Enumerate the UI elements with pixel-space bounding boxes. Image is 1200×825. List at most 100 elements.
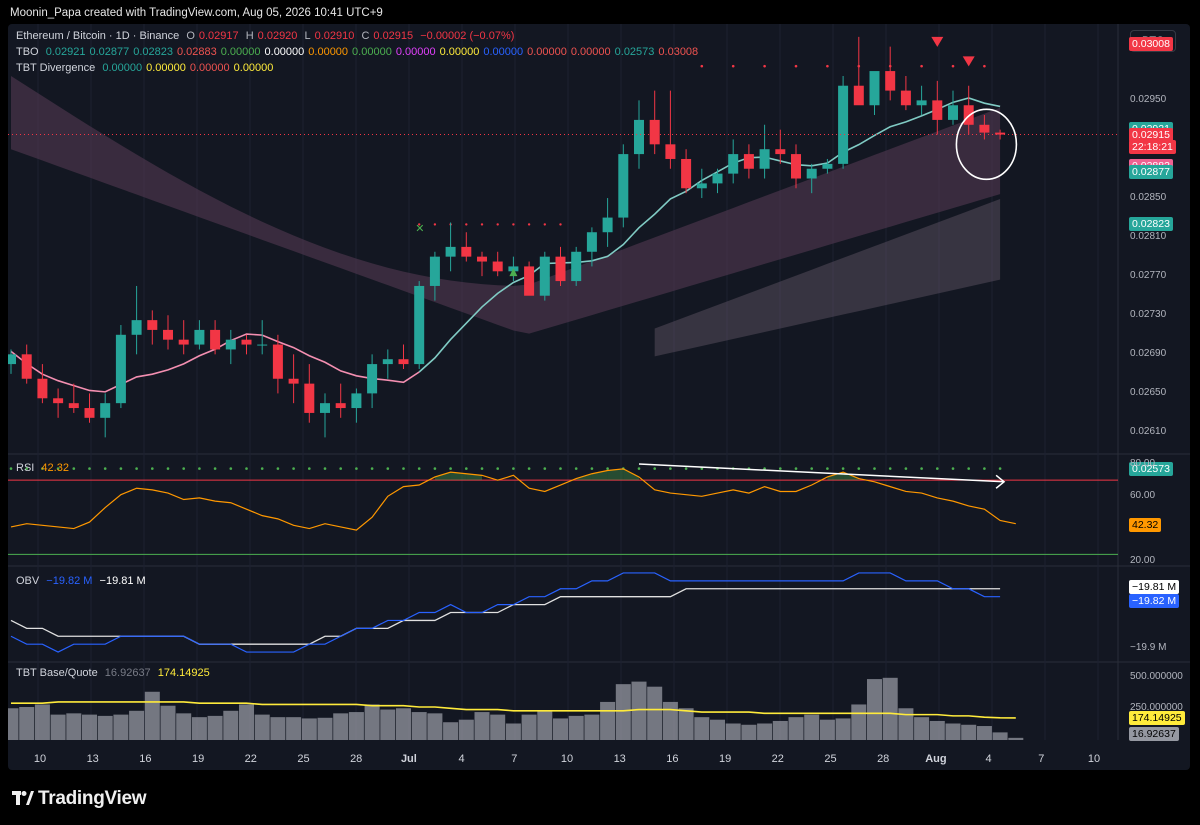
bq-tag: 174.14925 (1129, 710, 1185, 725)
candle-body (115, 334, 126, 404)
support-dot (590, 467, 594, 470)
resistance-dot (480, 223, 484, 226)
support-dot (9, 467, 13, 470)
candle-body (869, 71, 880, 106)
volume-bar (694, 717, 710, 740)
candle-body (429, 256, 440, 286)
support-dot (936, 467, 939, 470)
legend-obv-v1: −19.82 M (46, 575, 93, 587)
support-dot (873, 467, 876, 470)
legend-div-value: 0.00000 (146, 62, 186, 74)
volume-bar (804, 714, 820, 740)
support-dot (512, 467, 515, 470)
support-dot (182, 467, 185, 470)
candle-body (555, 256, 566, 282)
bq-axis-label: 500.000000 (1130, 670, 1183, 682)
bq-tag: 16.92637 (1129, 726, 1179, 741)
support-dot (292, 467, 295, 470)
resistance-dot (465, 223, 468, 226)
volume-bar (66, 713, 82, 740)
volume-bar (914, 717, 930, 740)
candle-body (696, 183, 707, 189)
support-dot (229, 467, 233, 470)
volume-bar (867, 679, 882, 740)
rsi-ob-fill (434, 472, 451, 481)
support-dot (308, 467, 311, 470)
obv-line (10, 572, 1001, 653)
candle-body (225, 339, 236, 350)
volume-bar (553, 718, 568, 740)
legend-tbo-value: 0.02573 (614, 46, 655, 58)
legend-tbo-value: 0.02883 (176, 46, 217, 58)
support-dot (119, 467, 123, 470)
volume-bar (380, 709, 396, 740)
resistance-dot (826, 64, 829, 68)
volume-bar (207, 715, 223, 740)
legend-tbt-divergence: TBT Divergence 0.00000 0.00000 0.00000 0.00… (16, 62, 277, 74)
x-axis-label: Jul (400, 753, 417, 765)
candle-body (822, 163, 833, 169)
legend-c: 0.02915 (373, 30, 414, 42)
candle-body (838, 85, 849, 164)
legend-tbo-value: 0.02921 (45, 46, 86, 58)
annotation-circle (955, 108, 1018, 181)
candle-body (602, 217, 613, 233)
support-dot (213, 467, 217, 470)
legend-l: 0.02910 (314, 30, 355, 42)
support-dot (276, 467, 280, 470)
candle-body (320, 403, 330, 413)
legend-tbo-value: 0.00000 (395, 46, 436, 58)
candle-body (948, 105, 958, 120)
resistance-dot (700, 64, 704, 68)
volume-bar (505, 723, 521, 740)
legend-main: Ethereum / Bitcoin · 1D · Binance O 0.029… (16, 30, 518, 42)
support-dot (103, 467, 107, 470)
volume-bar (741, 724, 757, 740)
support-dot (88, 467, 91, 470)
volume-bar (82, 714, 97, 740)
tradingview-logo[interactable]: TradingView (12, 788, 147, 810)
legend-l-label: L (304, 30, 311, 42)
resistance-dot (559, 223, 562, 226)
x-axis-label: 25 (297, 753, 310, 765)
resistance-dot (763, 64, 766, 68)
support-dot (402, 467, 405, 470)
candle-body (900, 90, 911, 106)
candle-body (932, 100, 943, 120)
resistance-dot (527, 223, 531, 226)
support-dot (72, 467, 76, 470)
support-dot (543, 467, 547, 470)
volume-bar (929, 720, 945, 740)
price-tag: 22:18:21 (1129, 140, 1176, 155)
support-dot (967, 467, 970, 470)
divergence-arrowhead (995, 474, 1006, 489)
candle-body (524, 266, 535, 296)
volume-bar (992, 732, 1008, 740)
legend-div-value: 0.00000 (233, 62, 274, 74)
support-dot (496, 467, 500, 470)
legend-tbo-value: 0.03008 (658, 46, 699, 58)
support-dot (198, 467, 201, 470)
price-axis-label: 0.02650 (1130, 387, 1167, 399)
legend-obv-v2: −19.81 M (99, 575, 146, 587)
volume-bar (254, 714, 270, 740)
candle-body (178, 339, 189, 345)
chart-canvas[interactable]: ✕ (8, 24, 1190, 770)
legend-tbo-value: 0.00000 (220, 46, 261, 58)
candle-body (539, 256, 550, 296)
candle-body (586, 232, 597, 252)
obv-tag: −19.81 M (1129, 580, 1180, 595)
volume-bar (757, 723, 773, 740)
rsi-ob-fill (607, 468, 624, 481)
legend-tbo-value: 0.00000 (483, 46, 524, 58)
support-dot (700, 467, 704, 470)
price-axis-label: 0.02610 (1130, 426, 1167, 438)
support-dot (151, 467, 154, 470)
support-dot (763, 467, 766, 470)
legend-tbo-value: 0.02877 (89, 46, 130, 58)
resistance-dot (496, 223, 499, 226)
candle-body (68, 403, 79, 409)
support-dot (653, 467, 656, 470)
candle-body (791, 154, 801, 179)
volume-bar (270, 717, 286, 740)
